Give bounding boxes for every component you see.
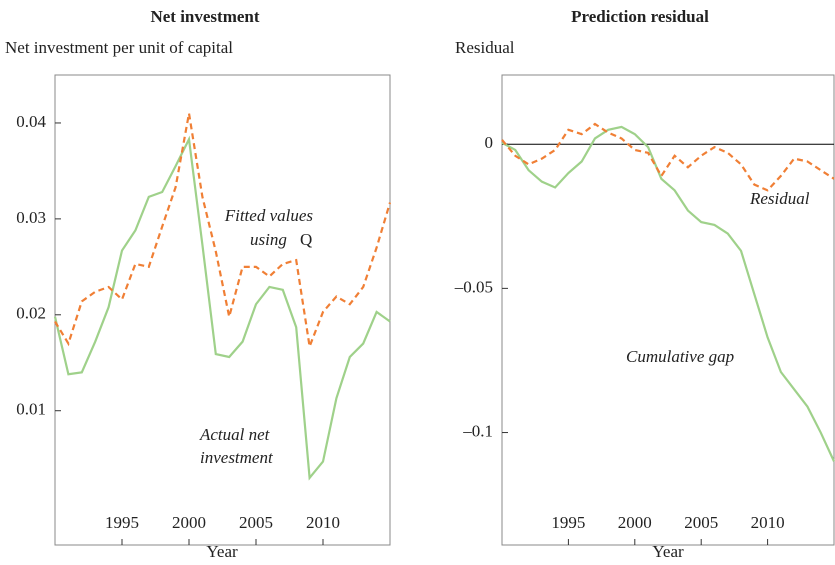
x-tick-label: 2000 — [618, 513, 652, 532]
plot-frame — [501, 74, 835, 546]
y-axis-label: Net investment per unit of capital — [5, 38, 233, 57]
x-axis-label: Year — [206, 542, 238, 561]
y-tick-label: 0 — [485, 133, 494, 152]
series-line — [54, 113, 392, 351]
x-tick-label: 2000 — [172, 513, 206, 532]
y-axis-label: Residual — [455, 38, 515, 57]
x-tick-label: 2010 — [306, 513, 340, 532]
y-tick-label: –0.1 — [462, 421, 493, 440]
annotation: Q — [300, 230, 312, 249]
annotation: Fitted values — [224, 206, 314, 225]
x-tick-label: 2005 — [684, 513, 718, 532]
x-tick-label: 2005 — [239, 513, 273, 532]
annotation: Actual net — [199, 425, 271, 444]
annotation: Residual — [749, 189, 810, 208]
series-line — [501, 122, 835, 192]
plot-frame — [54, 74, 391, 546]
y-tick-label: 0.03 — [16, 208, 46, 227]
x-tick-label: 2010 — [751, 513, 785, 532]
y-tick-label: 0.04 — [16, 112, 46, 131]
series-line — [501, 125, 835, 462]
y-tick-label: 0.02 — [16, 304, 46, 323]
x-tick-label: 1995 — [551, 513, 585, 532]
x-axis-label: Year — [652, 542, 684, 561]
chart-title: Prediction residual — [571, 7, 709, 26]
series-line — [53, 135, 391, 481]
y-tick-label: –0.05 — [454, 277, 493, 296]
chart-title: Net investment — [150, 7, 259, 26]
annotation: using — [250, 230, 287, 249]
annotation: Cumulative gap — [626, 347, 734, 366]
annotation: investment — [200, 448, 274, 467]
x-tick-label: 1995 — [105, 513, 139, 532]
y-tick-label: 0.01 — [16, 400, 46, 419]
